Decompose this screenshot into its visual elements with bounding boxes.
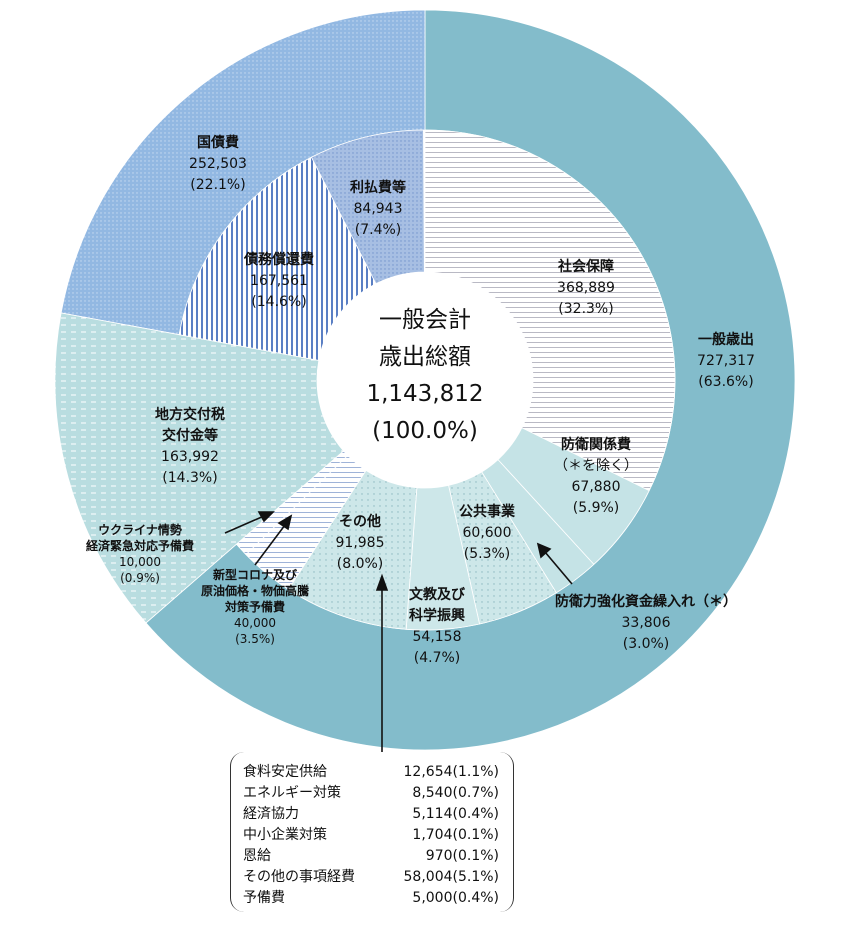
- breakdown-name: 食料安定供給: [243, 764, 327, 780]
- breakdown-value: 1,704(0.1%): [412, 827, 499, 843]
- breakdown-row: 恩給 970(0.1%): [231, 846, 513, 867]
- breakdown-row: 予備費 5,000(0.4%): [231, 888, 513, 909]
- total-line1: 一般会計: [379, 307, 471, 333]
- total-pct: (100.0%): [372, 418, 478, 444]
- label-kyoka: 防衛力強化資金繰入れ（＊） 33,806 (3.0%): [555, 594, 737, 652]
- breakdown-row: エネルギー対策 8,540(0.7%): [231, 783, 513, 804]
- label-sonota: その他 91,985 (8.0%): [335, 514, 385, 572]
- breakdown-name: 予備費: [243, 890, 285, 906]
- breakdown-name: その他の事項経費: [243, 869, 355, 885]
- breakdown-value: 8,540(0.7%): [412, 785, 499, 801]
- breakdown-name: 経済協力: [243, 806, 299, 822]
- label-corona: 新型コロナ及び 原油価格・物価高騰 対策予備費 40,000 (3.5%): [200, 568, 310, 646]
- leader-lines: [224, 511, 573, 752]
- inner-slice: [178, 156, 377, 361]
- other-breakdown-box: 食料安定供給 12,654(1.1%) エネルギー対策 8,540(0.7%) 経済協力…: [230, 752, 514, 912]
- breakdown-row: 中小企業対策 1,704(0.1%): [231, 825, 513, 846]
- breakdown-value: 58,004(5.1%): [403, 869, 499, 885]
- breakdown-name: エネルギー対策: [243, 785, 341, 801]
- breakdown-value: 5,000(0.4%): [412, 890, 499, 906]
- breakdown-name: 中小企業対策: [243, 827, 327, 843]
- breakdown-row: その他の事項経費 58,004(5.1%): [231, 867, 513, 888]
- total-line2: 歳出総額: [379, 344, 471, 370]
- breakdown-value: 970(0.1%): [425, 848, 499, 864]
- label-ukraine: ウクライナ情勢 経済緊急対応予備費 10,000 (0.9%): [85, 523, 195, 585]
- label-bunkyo: 文教及び 科学振興 54,158 (4.7%): [409, 587, 465, 666]
- breakdown-value: 5,114(0.4%): [412, 806, 499, 822]
- label-kokyo: 公共事業 60,600 (5.3%): [459, 504, 515, 562]
- label-shakai: 社会保障 368,889 (32.3%): [557, 259, 615, 317]
- total-value: 1,143,812: [366, 381, 484, 407]
- label-chiho: 地方交付税 交付金等 163,992 (14.3%): [155, 407, 225, 486]
- label-ribarai: 利払費等 84,943 (7.4%): [350, 180, 406, 238]
- label-saimu: 債務償還費 167,561 (14.6%): [244, 252, 314, 310]
- label-boei: 防衛関係費 （＊を除く） 67,880 (5.9%): [554, 437, 638, 516]
- label-kokusai: 国債費 252,503 (22.1%): [189, 135, 247, 193]
- breakdown-row: 食料安定供給 12,654(1.1%): [231, 762, 513, 783]
- breakdown-value: 12,654(1.1%): [403, 764, 499, 780]
- donut-hole: [317, 272, 533, 488]
- breakdown-row: 経済協力 5,114(0.4%): [231, 804, 513, 825]
- label-ippan: 一般歳出 727,317 (63.6%): [697, 332, 755, 390]
- total-label: 一般会計 歳出総額 1,143,812 (100.0%): [366, 302, 483, 450]
- breakdown-name: 恩給: [243, 848, 271, 864]
